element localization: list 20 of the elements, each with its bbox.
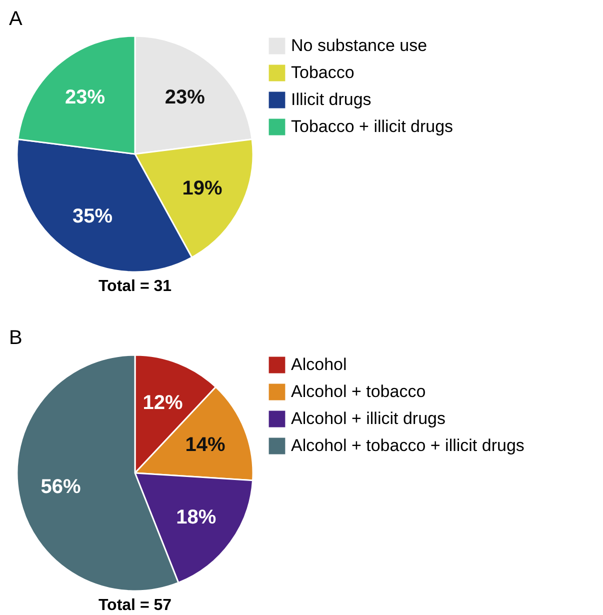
data-label: 23% xyxy=(65,86,106,108)
chart-title: A xyxy=(9,8,23,30)
legend-label: Illicit drugs xyxy=(291,90,372,109)
legend-label: Alcohol + tobacco + illicit drugs xyxy=(291,436,524,455)
data-label: 56% xyxy=(40,476,82,498)
text: Total = 31 xyxy=(98,278,172,295)
data-label: 18% xyxy=(176,506,216,528)
legend-label: Tobacco xyxy=(291,63,354,82)
data-label: 23% xyxy=(164,86,206,108)
data-label: 14% xyxy=(185,434,226,456)
legend-label: Alcohol + tobacco xyxy=(291,382,426,401)
legend-label: Alcohol + illicit drugs xyxy=(291,409,446,428)
chart-title: B xyxy=(9,327,22,349)
data-label: 12% xyxy=(142,392,184,414)
data-label: 35% xyxy=(72,205,113,228)
legend-label: Tobacco + illicit drugs xyxy=(291,117,454,136)
text: Total = 57 xyxy=(98,597,172,614)
data-label: 19% xyxy=(182,177,223,200)
legend-label: Alcohol xyxy=(291,355,347,374)
legend-label: No substance use xyxy=(291,36,428,55)
